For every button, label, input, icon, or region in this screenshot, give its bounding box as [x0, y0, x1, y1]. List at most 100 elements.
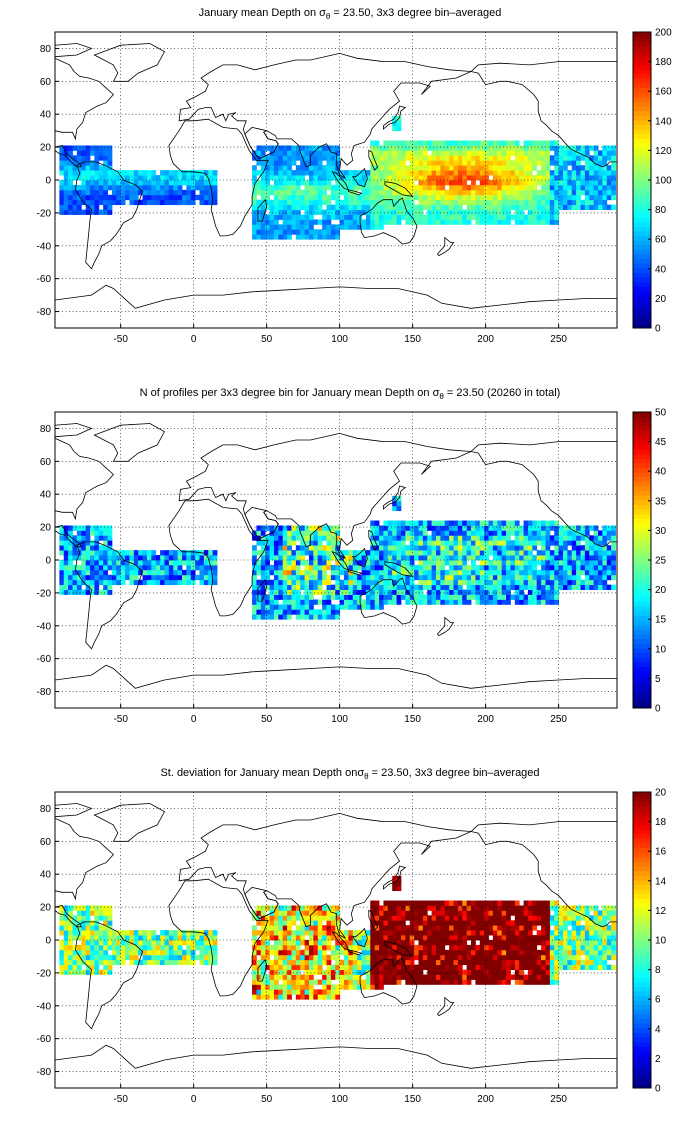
- bin-cell: [291, 560, 297, 566]
- bin-cell: [479, 579, 485, 586]
- bin-cell: [160, 930, 165, 936]
- bin-cell: [488, 204, 494, 210]
- bin-cell: [287, 994, 292, 1000]
- bin-cell: [300, 229, 306, 235]
- bin-cell: [536, 974, 542, 980]
- bin-cell: [111, 170, 117, 176]
- bin-cell: [449, 569, 454, 576]
- bin-cell: [400, 905, 406, 911]
- bin-cell: [523, 204, 529, 210]
- bin-cell: [457, 940, 463, 946]
- bin-cell: [527, 964, 533, 970]
- bin-cell: [497, 599, 503, 605]
- bin-cell: [431, 180, 437, 186]
- bin-cell: [107, 530, 113, 536]
- bin-cell: [313, 234, 319, 240]
- bin-cell: [501, 979, 507, 985]
- bin-cell: [554, 530, 560, 536]
- bin-cell: [536, 170, 542, 176]
- colorbar-segment: [633, 143, 651, 149]
- bin-cell: [396, 500, 402, 507]
- bin-cell: [63, 194, 69, 201]
- bin-cell: [59, 209, 65, 215]
- bin-cell: [361, 219, 367, 225]
- bin-cell: [484, 204, 489, 210]
- bin-cell: [344, 984, 349, 990]
- bin-cell: [313, 969, 319, 975]
- bin-cell: [256, 959, 262, 966]
- colorbar-segment: [633, 82, 651, 89]
- bin-cell: [308, 165, 314, 171]
- bin-cell: [497, 569, 503, 576]
- bin-cell: [146, 550, 152, 556]
- bin-cell: [418, 599, 424, 605]
- bin-cell: [598, 545, 603, 551]
- colorbar-segment: [633, 536, 651, 543]
- bin-cell: [265, 535, 270, 541]
- bin-cell: [484, 594, 489, 600]
- bin-cell: [335, 535, 341, 541]
- bin-cell: [133, 180, 139, 186]
- bin-cell: [562, 569, 568, 576]
- bin-cell: [576, 184, 581, 191]
- bin-cell: [265, 964, 270, 970]
- colorbar-segment: [633, 184, 651, 190]
- bin-cell: [352, 969, 358, 975]
- bin-cell: [313, 910, 319, 916]
- bin-cell: [138, 199, 143, 206]
- bin-cell: [383, 219, 389, 225]
- bin-cell: [497, 189, 503, 196]
- bin-cell: [414, 979, 419, 985]
- bin-cell: [361, 969, 367, 975]
- bin-cell: [392, 574, 397, 581]
- bin-cell: [357, 175, 362, 181]
- bin-cell: [68, 589, 73, 595]
- bin-cell: [519, 594, 524, 600]
- bin-cell: [190, 175, 196, 181]
- bin-cell: [317, 535, 323, 541]
- bin-cell: [519, 194, 524, 201]
- bin-cell: [562, 564, 568, 571]
- bin-cell: [68, 569, 73, 576]
- colorbar-segment: [633, 624, 651, 630]
- bin-cell: [541, 525, 546, 531]
- bin-cell: [453, 540, 459, 546]
- bin-cell: [392, 560, 397, 566]
- bin-cell: [545, 184, 551, 191]
- bin-cell: [440, 555, 446, 561]
- colorbar-tick-label: 40: [655, 264, 667, 275]
- colorbar-segment: [633, 314, 651, 320]
- bin-cell: [282, 165, 288, 171]
- bin-cell: [427, 170, 433, 176]
- bin-cell: [567, 194, 573, 201]
- bin-cell: [440, 979, 446, 985]
- bin-cell: [409, 530, 415, 536]
- bin-cell: [361, 180, 367, 186]
- bin-cell: [195, 944, 200, 951]
- bin-cell: [63, 180, 69, 186]
- bin-cell: [111, 184, 117, 191]
- bin-cell: [308, 964, 314, 970]
- bin-cell: [471, 199, 476, 206]
- bin-cell: [497, 145, 503, 151]
- bin-cell: [295, 175, 301, 181]
- bin-cell: [598, 160, 603, 166]
- bin-cell: [199, 574, 205, 581]
- bin-cell: [527, 140, 533, 146]
- bin-cell: [160, 949, 165, 956]
- bin-cell: [326, 550, 332, 556]
- bin-cell: [392, 974, 397, 980]
- bin-cell: [405, 910, 411, 916]
- bin-cell: [462, 935, 468, 941]
- bin-cell: [462, 915, 468, 921]
- bin-cell: [562, 530, 568, 536]
- bin-cell: [479, 160, 485, 166]
- bin-cell: [300, 540, 306, 546]
- bin-cell: [422, 599, 428, 605]
- bin-cell: [133, 175, 139, 181]
- bin-cell: [554, 214, 560, 220]
- bin-cell: [396, 520, 402, 526]
- bin-cell: [383, 579, 389, 586]
- bin-cell: [519, 540, 524, 546]
- bin-cell: [514, 170, 520, 176]
